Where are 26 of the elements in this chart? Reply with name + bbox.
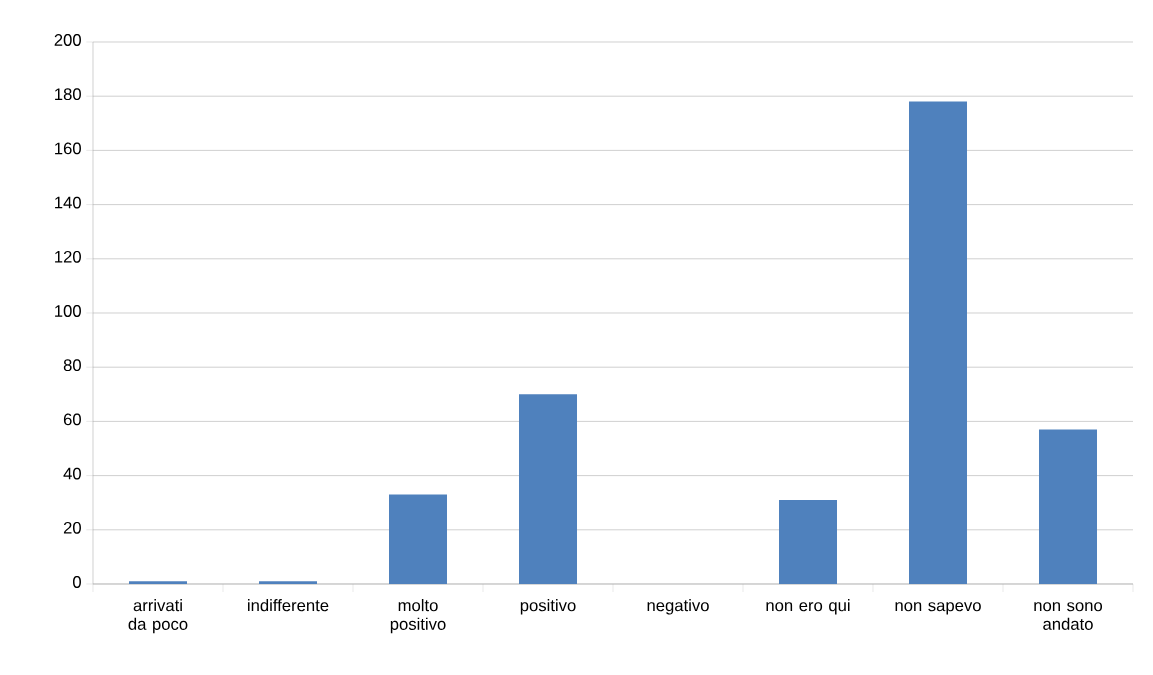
x-tick-label: non ero qui (766, 599, 850, 615)
x-tick-label: negativo (647, 599, 709, 615)
x-tick-label: non sono andato (1034, 602, 1103, 630)
bar (1039, 429, 1097, 584)
y-tick-label: 200 (54, 34, 81, 46)
y-tick-label: 100 (55, 305, 81, 317)
x-tick-label: arrivati da poco (128, 599, 188, 634)
y-tick-label: 160 (55, 142, 81, 155)
x-tick-label: non sapevo (895, 602, 981, 615)
y-tick-label: 40 (63, 467, 81, 480)
bar (779, 499, 837, 584)
x-tick-label: molto positivo (390, 599, 446, 634)
y-tick-label: 120 (55, 250, 81, 263)
x-tick-label: positivo (520, 599, 576, 615)
bar (519, 394, 577, 584)
y-tick-label: 20 (63, 521, 81, 534)
y-tick-label: 80 (63, 359, 81, 372)
y-tick-label: 180 (55, 88, 81, 101)
y-tick-label: 60 (63, 413, 81, 426)
x-tick-label: indifferente (248, 599, 329, 612)
y-tick-label: 0 (73, 576, 81, 588)
y-tick-label: 140 (55, 196, 81, 209)
bar (389, 494, 447, 584)
bar (259, 581, 317, 584)
bar (909, 101, 967, 584)
bar (129, 581, 187, 584)
